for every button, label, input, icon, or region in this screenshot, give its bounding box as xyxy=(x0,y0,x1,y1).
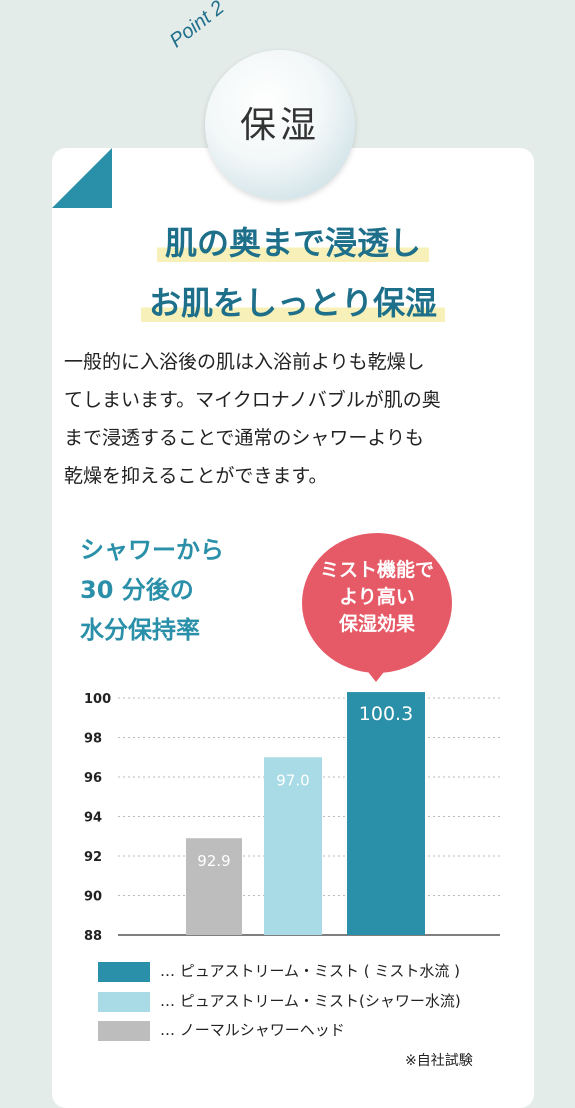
bar-value-label: 97.0 xyxy=(276,771,309,789)
description-line: てしまいます。マイクロナノバブルが肌の奥 xyxy=(64,389,441,411)
legend-swatch xyxy=(98,992,150,1012)
bar-value-label: 100.3 xyxy=(359,703,413,725)
bar xyxy=(264,757,322,935)
description-line: まで浸透することで通常のシャワーよりも xyxy=(64,427,425,449)
legend-swatch xyxy=(98,1021,150,1041)
bar xyxy=(186,838,242,935)
corner-fold xyxy=(52,148,112,208)
y-tick-label: 90 xyxy=(84,890,102,905)
chart-title: シャワーから 30 分後の 水分保持率 xyxy=(80,530,224,650)
callout-line: ミスト機能で xyxy=(319,559,434,581)
y-tick-label: 94 xyxy=(84,811,102,826)
legend-swatch xyxy=(98,962,150,982)
footnote: ※自社試験 xyxy=(405,1053,473,1069)
badge-label: 保湿 xyxy=(239,105,320,146)
callout-line: より高い xyxy=(339,586,415,608)
legend-label: … ノーマルシャワーヘッド xyxy=(160,1021,345,1039)
headline-line2: お肌をしっとり保湿 xyxy=(52,278,534,324)
description: 一般的に入浴後の肌は入浴前よりも乾燥し てしまいます。マイクロナノバブルが肌の奥… xyxy=(64,343,524,495)
moisture-badge: 保湿 xyxy=(205,50,355,200)
chart-title-line: シャワーから xyxy=(80,536,224,564)
callout-tail xyxy=(365,668,387,682)
y-tick-label: 98 xyxy=(84,732,102,747)
callout-line: 保湿効果 xyxy=(338,613,415,635)
description-line: 乾燥を抑えることができます。 xyxy=(64,465,328,487)
bar-value-label: 92.9 xyxy=(197,852,230,870)
legend-label: … ピュアストリーム・ミスト(シャワー水流) xyxy=(160,992,461,1010)
headline-line2-text: お肌をしっとり保湿 xyxy=(140,284,445,322)
bar xyxy=(347,692,425,935)
y-tick-label: 92 xyxy=(84,850,102,865)
headline-line1-text: 肌の奥まで浸透し xyxy=(156,224,429,262)
bar-chart: 88 90 92 94 96 98 100 92.9 97.0 100.3 xyxy=(84,692,500,944)
y-tick-label: 96 xyxy=(84,771,102,786)
y-tick-label: 100 xyxy=(84,692,111,707)
chart-title-line: 30 分後の xyxy=(80,576,194,604)
y-tick-label: 88 xyxy=(84,929,102,944)
headline-line1: 肌の奥まで浸透し xyxy=(52,218,534,264)
legend-label: … ピュアストリーム・ミスト ( ミスト水流 ) xyxy=(160,962,461,980)
description-line: 一般的に入浴後の肌は入浴前よりも乾燥し xyxy=(64,351,425,373)
chart-title-line: 水分保持率 xyxy=(80,616,200,644)
callout-bubble: ミスト機能で より高い 保湿効果 xyxy=(302,533,452,673)
